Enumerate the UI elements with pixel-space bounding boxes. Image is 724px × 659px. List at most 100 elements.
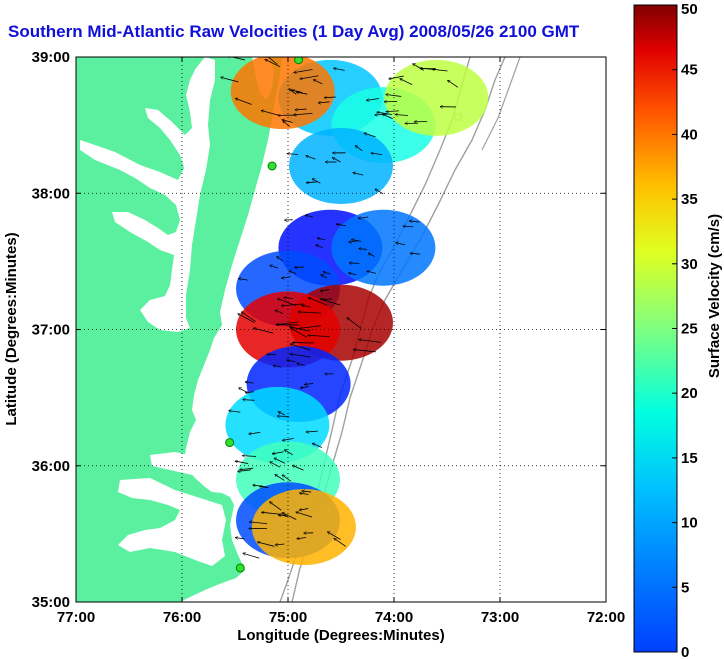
- velocity-arrow: [320, 299, 341, 306]
- velocity-arrow: [265, 59, 281, 68]
- y-tick-label: 36:00: [32, 458, 70, 475]
- pamlico-sound: [118, 478, 226, 566]
- x-tick-label: 73:00: [481, 609, 519, 626]
- velocity-arrow: [448, 80, 459, 88]
- velocity-arrow: [332, 157, 341, 163]
- velocity-field: [225, 57, 489, 566]
- velocity-arrow: [410, 253, 421, 254]
- velocity-arrow: [324, 97, 336, 98]
- velocity-arrow: [270, 265, 279, 269]
- velocity-arrow: [279, 514, 288, 517]
- velocity-arrow: [305, 215, 313, 218]
- velocity-arrow: [261, 110, 279, 116]
- velocity-arrow: [382, 114, 393, 120]
- velocity-arrow: [348, 273, 357, 276]
- velocity-arrow: [299, 325, 321, 329]
- velocity-arrow: [351, 239, 362, 242]
- velocity-arrow: [290, 344, 311, 351]
- velocity-arrow: [289, 271, 297, 275]
- velocity-arrow: [320, 290, 330, 292]
- velocity-arrow: [358, 217, 369, 218]
- velocity-arrow: [299, 509, 309, 511]
- radar-station-marker: [294, 57, 304, 65]
- colorbar-tick-label: 45: [681, 62, 698, 79]
- velocity-arrow: [241, 312, 256, 322]
- velocity-arrow: [347, 318, 362, 329]
- y-axis-ticks: 39:00 38:00 37:00 36:00 35:00: [32, 49, 606, 611]
- radar-station-marker: [235, 563, 245, 573]
- x-axis-label: Longitude (Degrees:Minutes): [237, 627, 445, 644]
- velocity-arrow: [272, 451, 284, 454]
- colorbar-tick-label: 10: [681, 515, 698, 532]
- velocity-arrow: [266, 57, 278, 65]
- velocity-arrow: [298, 312, 321, 313]
- velocity-arrow: [327, 532, 341, 540]
- velocity-arrow: [316, 245, 323, 248]
- velocity-arrow: [359, 248, 367, 249]
- y-tick-label: 38:00: [32, 185, 70, 202]
- colorbar-tick-label: 5: [681, 579, 689, 596]
- velocity-arrow: [300, 75, 319, 79]
- velocity-arrow: [295, 109, 307, 110]
- velocity-arrow: [229, 411, 241, 413]
- velocity-arrow: [278, 412, 285, 416]
- velocity-arrow: [318, 102, 330, 103]
- velocity-arrow: [238, 469, 252, 472]
- velocity-arrow: [281, 277, 291, 279]
- x-tick-label: 76:00: [163, 609, 201, 626]
- x-tick-label: 74:00: [375, 609, 413, 626]
- radar-station-marker: [225, 438, 235, 448]
- velocity-arrow: [282, 120, 293, 123]
- colorbar-tick-label: 0: [681, 644, 689, 659]
- velocity-arrow: [273, 366, 282, 368]
- colorbar-tick-label: 15: [681, 450, 698, 467]
- velocity-patch: [331, 209, 436, 286]
- velocity-arrow: [296, 512, 313, 518]
- y-tick-label: 39:00: [32, 49, 70, 66]
- velocity-arrow: [267, 354, 276, 355]
- albemarle-sound: [150, 452, 216, 478]
- velocity-arrow: [400, 79, 413, 85]
- chart-title: Southern Mid-Atlantic Raw Velocities (1 …: [8, 22, 580, 41]
- velocity-arrow: [275, 310, 284, 314]
- velocity-arrow: [396, 243, 406, 246]
- velocity-patch: [384, 59, 489, 136]
- hf-radar-stations: [225, 57, 304, 573]
- velocity-arrow: [257, 542, 275, 547]
- velocity-arrow: [287, 154, 299, 155]
- x-tick-label: 72:00: [587, 609, 625, 626]
- chesapeake-bay: [80, 57, 215, 332]
- velocity-arrow: [296, 92, 308, 95]
- velocity-arrow: [277, 321, 298, 325]
- velocity-arrow: [375, 189, 384, 195]
- velocity-arrow: [389, 75, 404, 79]
- colorbar-tick-label: 25: [681, 321, 698, 338]
- x-axis-ticks: 77:00 76:00 75:00 74:00 73:00 72:00: [57, 57, 625, 626]
- velocity-arrow: [221, 77, 239, 83]
- colorbar-tick-label: 20: [681, 385, 698, 402]
- colorbar-tick-label: 30: [681, 256, 698, 273]
- velocity-arrow: [242, 456, 256, 457]
- velocity-arrow: [367, 271, 377, 274]
- colorbar-ticks: 0 5 10 15 20 25 30 35 40 45 50: [672, 1, 698, 659]
- velocity-arrow: [235, 98, 252, 105]
- velocity-arrow: [235, 538, 245, 539]
- velocity-arrow: [313, 80, 323, 85]
- velocity-arrow: [349, 241, 359, 243]
- colorbar-label: Surface Velocity (cm/s): [706, 214, 723, 378]
- y-axis-label: Latitude (Degrees:Minutes): [3, 232, 20, 425]
- velocity-arrow: [336, 224, 347, 227]
- velocity-arrow: [243, 553, 260, 559]
- velocity-arrow: [334, 538, 347, 547]
- velocity-arrow: [386, 94, 402, 97]
- velocity-arrow: [308, 335, 330, 336]
- velocity-arrow: [235, 461, 249, 464]
- velocity-arrow: [253, 328, 274, 334]
- velocity-arrow: [277, 257, 283, 262]
- velocity-arrow: [308, 297, 328, 306]
- velocity-arrow: [282, 437, 294, 440]
- velocity-arrow: [277, 298, 296, 306]
- velocity-arrow: [239, 279, 248, 281]
- velocity-arrow: [284, 450, 293, 456]
